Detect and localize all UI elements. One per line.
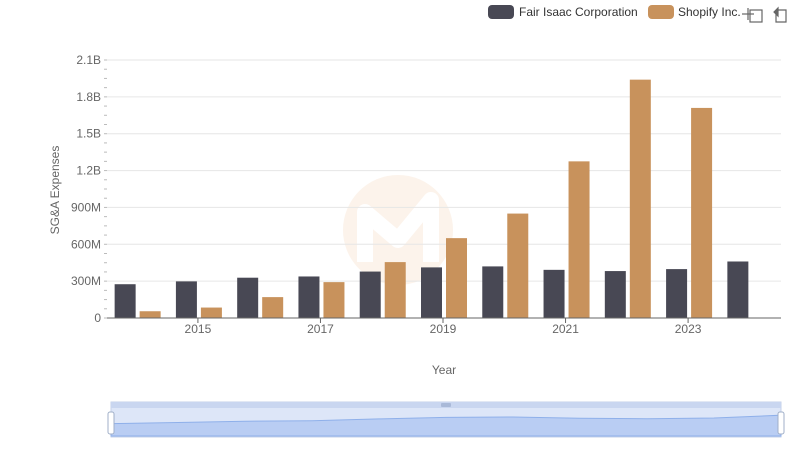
y-tick-label: 1.2B [76,164,101,178]
legend: Fair Isaac Corporation Shopify Inc. [488,5,741,19]
slider-preview-area [110,414,782,437]
bar-fair-isaac-2021[interactable] [543,269,565,318]
y-tick-label: 300M [71,274,101,288]
bar-fair-isaac-2022[interactable] [604,271,626,318]
bar-shopify-2015[interactable] [200,307,222,318]
bar-fair-isaac-2016[interactable] [237,277,259,318]
bar-shopify-2022[interactable] [629,79,651,319]
y-tick-label: 1.5B [76,127,101,141]
x-tick-label: 2019 [430,322,457,336]
data-zoom-slider[interactable] [107,401,785,438]
slider-grip-icon[interactable] [441,403,451,407]
y-tick-label: 0 [94,311,101,325]
y-tick-label: 900M [71,200,101,214]
x-tick-label: 2015 [185,322,212,336]
bar-shopify-2020[interactable] [507,213,529,318]
legend-label-fair-isaac[interactable]: Fair Isaac Corporation [519,5,638,19]
x-tick-label: 2017 [307,322,334,336]
y-tick-label: 600M [71,237,101,251]
bar-fair-isaac-2023[interactable] [666,269,688,318]
bar-fair-isaac-2019[interactable] [421,267,442,318]
grid-lines [107,59,781,282]
bar-fair-isaac-2020[interactable] [482,266,504,318]
y-axis: 0 300M 600M 900M 1.2B 1.5B 1.8B 2.1B [71,53,107,325]
x-axis-title: Year [432,363,456,377]
y-tick-label: 1.8B [76,90,101,104]
x-tick-label: 2021 [552,322,579,336]
zoom-icon[interactable] [742,8,763,23]
legend-label-shopify[interactable]: Shopify Inc. [678,5,741,19]
bar-shopify-2018[interactable] [384,262,406,318]
bar-fair-isaac-2015[interactable] [175,281,197,318]
watermark-mark [357,192,439,262]
bar-shopify-2023[interactable] [691,107,713,319]
bar-fair-isaac-2017[interactable] [298,276,320,318]
bar-fair-isaac-2014[interactable] [114,284,136,318]
bar-shopify-2016[interactable] [262,297,284,318]
bars [114,79,749,319]
legend-swatch-fair-isaac[interactable] [488,5,514,19]
bar-shopify-2019[interactable] [446,238,467,318]
y-tick-label: 2.1B [76,53,101,67]
slider-handle-right[interactable] [777,411,785,435]
legend-swatch-shopify[interactable] [648,5,674,19]
x-axis: 2015 2017 2019 2021 2023 [185,318,702,336]
bar-fair-isaac-2024[interactable] [727,261,749,318]
slider-handle-left[interactable] [107,411,115,435]
bar-shopify-2021[interactable] [568,161,590,318]
watermark-circle [343,175,453,285]
restore-icon[interactable] [773,6,787,23]
y-axis-title: SG&A Expenses [48,146,62,235]
bar-fair-isaac-2018[interactable] [359,271,381,318]
x-tick-label: 2023 [675,322,702,336]
bar-shopify-2017[interactable] [323,282,345,318]
bar-shopify-2014[interactable] [139,311,161,318]
watermark-logo [343,175,453,285]
